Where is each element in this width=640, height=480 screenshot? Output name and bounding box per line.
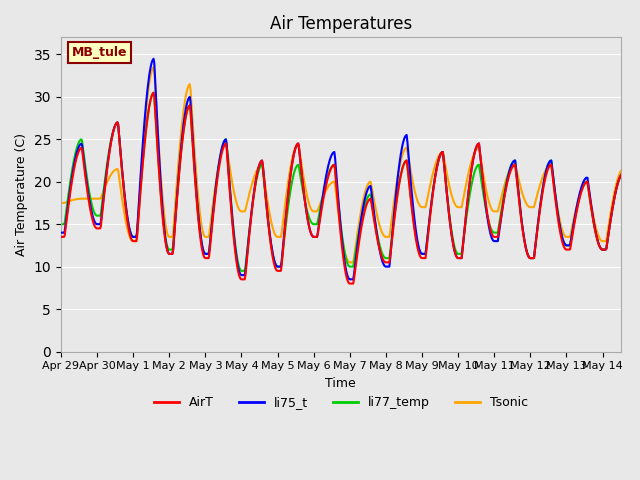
X-axis label: Time: Time — [325, 377, 356, 390]
Legend: AirT, li75_t, li77_temp, Tsonic: AirT, li75_t, li77_temp, Tsonic — [148, 391, 532, 414]
Text: MB_tule: MB_tule — [72, 46, 127, 59]
Y-axis label: Air Temperature (C): Air Temperature (C) — [15, 133, 28, 256]
Title: Air Temperatures: Air Temperatures — [269, 15, 412, 33]
